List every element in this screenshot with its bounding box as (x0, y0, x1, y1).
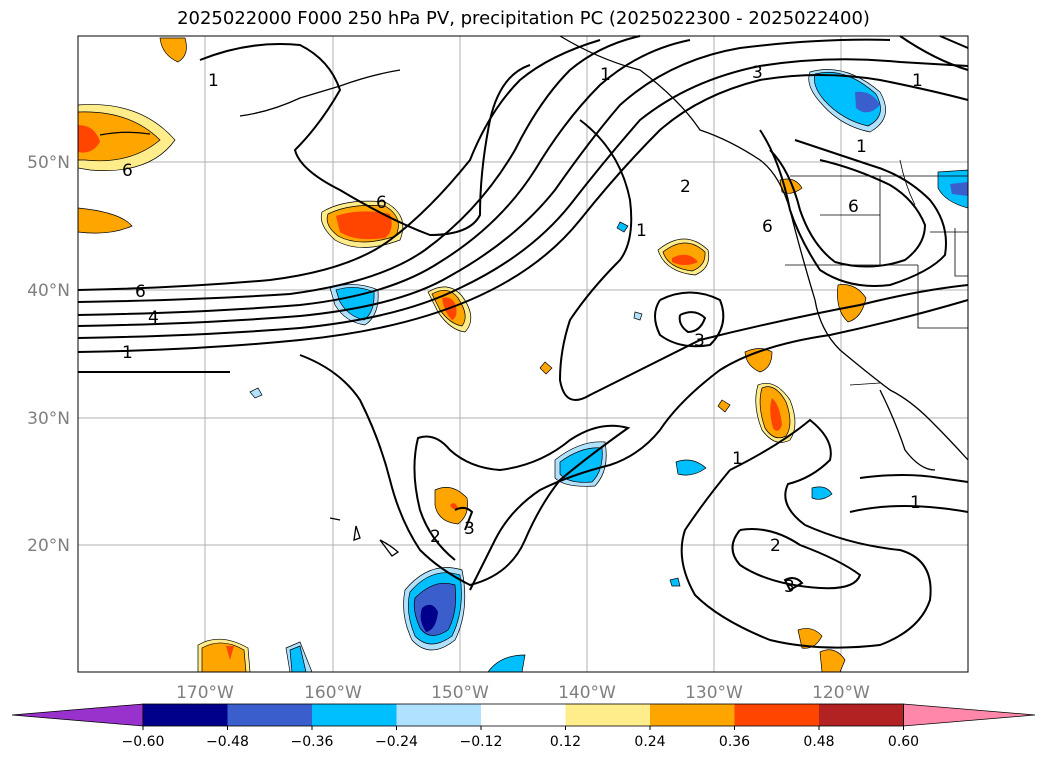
colorbar-tick-label: 0.48 (803, 734, 834, 750)
contour-label: 3 (464, 519, 475, 539)
coastlines (99, 35, 969, 557)
lon-label: 120°W (812, 683, 870, 703)
colorbar-extend-low (11, 703, 144, 727)
contour-label: 3 (752, 63, 763, 83)
colorbar-swatch (819, 704, 904, 726)
colorbar-swatch (227, 704, 312, 726)
colorbar-swatch (734, 704, 819, 726)
map-title: 2025022000 F000 250 hPa PV, precipitatio… (177, 8, 870, 29)
colorbar-tick-label: −0.36 (291, 734, 334, 750)
lat-label: 40°N (27, 281, 70, 301)
contour-label: 1 (122, 343, 133, 363)
pv-contours (77, 35, 969, 649)
contour-label: 6 (376, 193, 387, 213)
colorbar-extend-high (903, 703, 1036, 727)
lat-label: 20°N (27, 536, 70, 556)
contour-label: 3 (784, 577, 795, 597)
contour-label: 6 (848, 197, 859, 217)
colorbar-swatch (650, 704, 735, 726)
contour-label: 4 (148, 308, 159, 328)
contour-label: 1 (636, 221, 647, 241)
contour-label: 3 (694, 331, 705, 351)
contour-label: 1 (732, 449, 743, 469)
lon-label: 170°W (176, 683, 234, 703)
contour-labels: 1 4 6 6 1 2 1 3 6 3 6 1 1 1 2 2 3 3 1 1 … (122, 63, 923, 597)
colorbar-tick-label: 0.24 (634, 734, 665, 750)
colorbar-frame (142, 703, 904, 727)
contour-label: 2 (680, 177, 691, 197)
contour-label: 6 (762, 217, 773, 237)
colorbar-swatch (481, 704, 566, 726)
colorbar-swatch (143, 704, 228, 726)
contour-label: 1 (600, 65, 611, 85)
contour-label: 2 (770, 536, 781, 556)
contour-label: 1 (910, 493, 921, 513)
lat-label: 30°N (27, 409, 70, 429)
gridlines (78, 36, 968, 672)
lon-label: 130°W (685, 683, 743, 703)
lat-tick-labels: 50°N 40°N 30°N 20°N (27, 153, 70, 556)
contour-label: 1 (208, 71, 219, 91)
colorbar-tick-label: −0.60 (122, 734, 165, 750)
colorbar-tick-label: −0.12 (460, 734, 503, 750)
colorbar-tick-label: 0.36 (719, 734, 750, 750)
lon-label: 140°W (558, 683, 616, 703)
boundaries (785, 159, 968, 386)
colorbar-tick-label: −0.48 (206, 734, 249, 750)
colorbar-swatch (312, 704, 397, 726)
contour-label: 6 (122, 161, 133, 181)
colorbar: −0.60 −0.48 −0.36 −0.24 −0.12 0.12 0.24 0.36 0.4… (11, 703, 1036, 750)
colorbar-swatch (396, 704, 481, 726)
lon-label: 160°W (304, 683, 362, 703)
lon-tick-labels: 170°W 160°W 150°W 140°W 130°W 120°W (176, 683, 870, 703)
colorbar-tick-label: −0.24 (375, 734, 418, 750)
contour-label: 6 (135, 282, 146, 302)
map-frame (77, 35, 969, 673)
colorbar-swatch (565, 704, 650, 726)
contour-label: 1 (912, 71, 923, 91)
contour-label: 2 (430, 527, 441, 547)
lon-label: 150°W (431, 683, 489, 703)
contour-label: 1 (856, 137, 867, 157)
colorbar-tick-label: 0.60 (888, 734, 919, 750)
colorbar-tick-label: 0.12 (550, 734, 581, 750)
precip-shading (77, 37, 969, 673)
lat-label: 50°N (27, 153, 70, 173)
